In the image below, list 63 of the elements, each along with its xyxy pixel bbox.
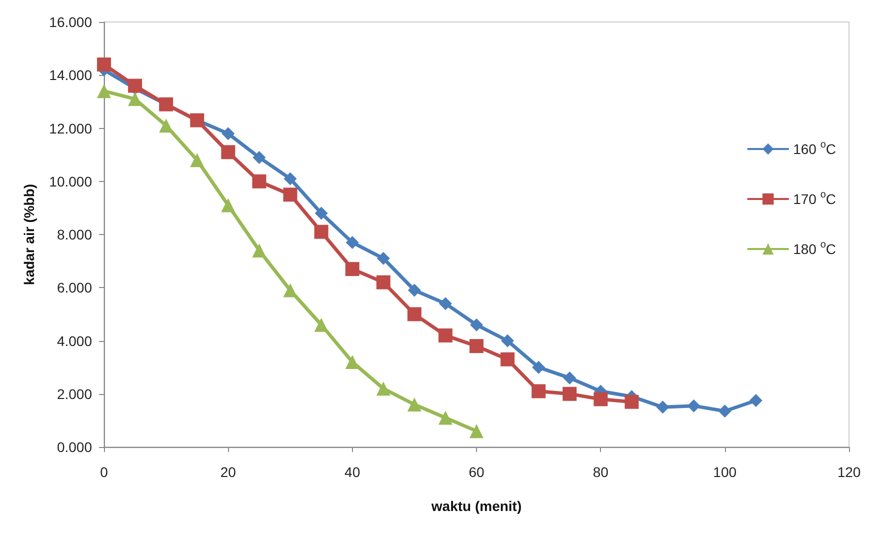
x-tick-label: 40 <box>344 464 360 480</box>
point <box>687 399 700 412</box>
point <box>376 252 390 265</box>
point <box>221 145 236 160</box>
point <box>252 174 266 188</box>
point <box>284 172 297 186</box>
y-tick-label: 6.000 <box>56 280 92 296</box>
point <box>501 334 514 348</box>
point <box>470 339 484 354</box>
point <box>345 262 360 276</box>
point <box>438 297 452 310</box>
point <box>470 424 484 438</box>
y-tick-label: 8.000 <box>56 226 92 242</box>
point <box>563 371 576 384</box>
x-axis-title: waktu (menit) <box>430 498 522 514</box>
point <box>128 78 142 93</box>
x-tick-label: 120 <box>837 464 861 480</box>
point <box>376 382 390 396</box>
point <box>500 352 515 366</box>
y-tick-label: 14.000 <box>49 67 92 84</box>
x-tick-label: 100 <box>713 464 737 480</box>
point <box>438 410 452 425</box>
point <box>283 283 298 298</box>
point <box>221 198 236 212</box>
point <box>222 127 235 140</box>
point <box>283 188 298 202</box>
point <box>656 400 670 414</box>
x-tick-label: 20 <box>220 464 236 480</box>
point <box>97 58 111 72</box>
point <box>562 386 577 401</box>
point <box>718 404 732 418</box>
y-tick-label: 16.000 <box>49 14 92 30</box>
point <box>438 328 452 342</box>
point <box>345 355 360 369</box>
point <box>346 236 359 249</box>
point <box>532 360 546 374</box>
y-tick-label: 4.000 <box>56 332 92 349</box>
point <box>749 394 762 408</box>
x-tick-label: 0 <box>100 464 108 480</box>
point <box>624 394 639 409</box>
point <box>314 206 328 220</box>
point <box>314 318 328 332</box>
x-tick-label: 60 <box>468 464 484 480</box>
point <box>407 307 422 322</box>
point <box>470 318 483 332</box>
point <box>314 224 328 239</box>
point <box>128 92 142 106</box>
point <box>408 284 421 297</box>
point <box>159 118 174 133</box>
point <box>532 384 546 398</box>
y-tick-label: 0.000 <box>56 439 92 455</box>
point <box>407 398 422 412</box>
point <box>97 84 111 98</box>
point <box>376 275 390 290</box>
point <box>594 392 608 406</box>
point <box>252 243 266 258</box>
y-axis-title: kadar air (%bb) <box>21 184 37 286</box>
point <box>252 150 266 164</box>
point <box>190 153 204 168</box>
x-tick-label: 80 <box>592 464 609 480</box>
y-tick-label: 12.000 <box>49 120 92 136</box>
y-tick-label: 2.000 <box>56 386 92 402</box>
y-tick-label: 10.000 <box>49 173 92 190</box>
